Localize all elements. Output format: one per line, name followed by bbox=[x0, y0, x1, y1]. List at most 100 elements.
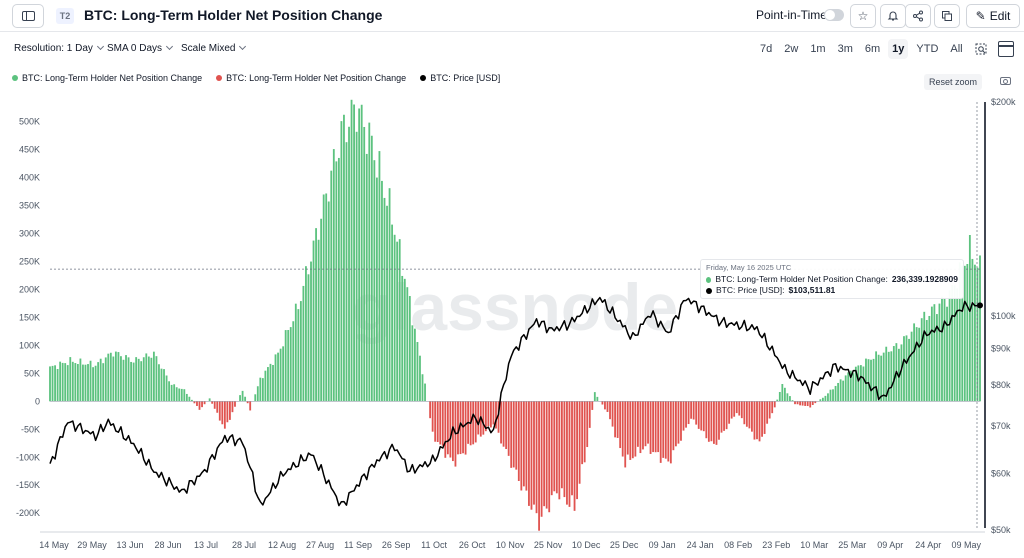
positive-bar bbox=[821, 397, 824, 402]
range-6m-button[interactable]: 6m bbox=[864, 43, 881, 55]
negative-bar bbox=[695, 401, 698, 425]
legend-item-price[interactable]: BTC: Price [USD] bbox=[420, 73, 500, 83]
positive-bar bbox=[859, 365, 862, 402]
calendar-button[interactable] bbox=[998, 41, 1014, 57]
positive-bar bbox=[593, 392, 596, 402]
negative-bar bbox=[441, 401, 444, 446]
range-3m-button[interactable]: 3m bbox=[837, 43, 853, 55]
favorite-button[interactable]: ☆ bbox=[850, 4, 876, 28]
negative-bar bbox=[652, 401, 655, 453]
duplicate-button[interactable] bbox=[934, 4, 960, 28]
left-axis-tick-label: 450K bbox=[19, 145, 40, 155]
positive-bar bbox=[936, 314, 938, 402]
point-in-time-toggle[interactable] bbox=[824, 9, 844, 21]
positive-bar bbox=[396, 241, 399, 402]
time-range-selector: 7d 2w 1m 3m 6m 1y YTD All bbox=[756, 39, 995, 59]
resolution-select[interactable]: Resolution: 1 Day bbox=[14, 42, 104, 54]
positive-bar bbox=[160, 368, 163, 402]
positive-bar bbox=[82, 364, 84, 402]
negative-bar bbox=[636, 401, 639, 447]
negative-bar bbox=[799, 401, 801, 406]
positive-bar bbox=[908, 338, 910, 402]
positive-bar bbox=[819, 399, 822, 402]
x-axis-tick-label: 12 Aug bbox=[268, 540, 296, 550]
positive-bar bbox=[155, 356, 158, 402]
negative-bar bbox=[434, 401, 437, 442]
sidebar-toggle-button[interactable] bbox=[12, 4, 44, 28]
positive-bar bbox=[152, 351, 155, 402]
negative-bar bbox=[218, 401, 221, 421]
positive-bar bbox=[244, 396, 247, 402]
positive-bar bbox=[208, 398, 211, 402]
positive-bar bbox=[968, 235, 971, 402]
positive-bar bbox=[951, 285, 954, 402]
positive-bar bbox=[905, 335, 908, 402]
negative-bar bbox=[735, 401, 738, 414]
chart-area[interactable]: glassnode -200K -150K -100K -50K 0 50K 100K 150… bbox=[0, 95, 1024, 558]
positive-bar bbox=[74, 363, 77, 402]
negative-bar bbox=[576, 401, 578, 500]
legend-item-positive[interactable]: BTC: Long-Term Holder Net Position Chang… bbox=[12, 73, 202, 83]
negative-bar bbox=[690, 401, 693, 419]
tooltip-npc-label: BTC: Long-Term Holder Net Position Chang… bbox=[715, 274, 888, 284]
negative-bar bbox=[715, 401, 718, 445]
positive-bar bbox=[391, 224, 394, 402]
negative-bar bbox=[687, 401, 690, 425]
zoom-select-button[interactable] bbox=[971, 39, 991, 59]
x-axis-tick-label: 26 Sep bbox=[382, 540, 411, 550]
negative-bar bbox=[766, 401, 769, 424]
negative-bar bbox=[796, 401, 799, 405]
negative-bar bbox=[436, 401, 439, 442]
negative-bar bbox=[505, 401, 508, 450]
positive-bar bbox=[125, 355, 127, 402]
scale-select[interactable]: Scale Mixed bbox=[181, 42, 247, 54]
positive-bar bbox=[102, 363, 105, 402]
positive-bar bbox=[294, 303, 297, 402]
range-1y-button[interactable]: 1y bbox=[888, 39, 909, 59]
share-icon bbox=[913, 10, 923, 22]
positive-bar bbox=[345, 142, 348, 402]
legend-label: BTC: Price [USD] bbox=[430, 73, 501, 83]
range-all-button[interactable]: All bbox=[950, 43, 963, 55]
legend-item-negative[interactable]: BTC: Long-Term Holder Net Position Chang… bbox=[216, 73, 406, 83]
positive-bar bbox=[332, 149, 335, 402]
positive-bar bbox=[923, 311, 926, 402]
positive-bar bbox=[284, 330, 287, 402]
negative-bar bbox=[669, 401, 672, 464]
range-1m-button[interactable]: 1m bbox=[810, 43, 826, 55]
sma-select[interactable]: SMA 0 Days bbox=[107, 42, 174, 54]
negative-bar bbox=[512, 401, 515, 468]
negative-bar bbox=[667, 401, 670, 462]
left-axis-tick-label: 50K bbox=[24, 368, 40, 378]
negative-bar bbox=[449, 401, 452, 458]
positive-bar bbox=[789, 396, 791, 402]
negative-bar bbox=[753, 401, 756, 440]
positive-bar bbox=[844, 375, 847, 402]
range-2w-button[interactable]: 2w bbox=[784, 43, 799, 55]
positive-bar bbox=[168, 381, 171, 402]
positive-bar bbox=[142, 357, 145, 402]
negative-bar bbox=[560, 401, 563, 489]
left-axis-tick-label: 150K bbox=[19, 312, 40, 322]
negative-bar bbox=[702, 401, 705, 432]
reset-zoom-button[interactable]: Reset zoom bbox=[924, 74, 982, 90]
positive-bar bbox=[890, 351, 893, 402]
positive-bar bbox=[870, 359, 872, 402]
positive-bar bbox=[393, 234, 396, 402]
x-axis-tick-label: 28 Jul bbox=[232, 540, 256, 550]
positive-bar bbox=[261, 378, 264, 402]
share-button[interactable] bbox=[905, 4, 931, 28]
negative-bar bbox=[198, 401, 201, 410]
range-7d-button[interactable]: 7d bbox=[760, 43, 773, 55]
export-image-button[interactable] bbox=[1000, 77, 1011, 85]
alert-button[interactable] bbox=[880, 4, 906, 28]
negative-bar bbox=[444, 401, 447, 458]
negative-bar bbox=[664, 401, 667, 459]
x-axis-tick-label: 09 Apr bbox=[877, 540, 903, 550]
edit-button[interactable]: ✎ Edit bbox=[966, 4, 1020, 28]
negative-bar bbox=[642, 401, 644, 450]
right-axis-tick-label: $50k bbox=[991, 525, 1011, 535]
positive-bar bbox=[941, 296, 943, 402]
range-ytd-button[interactable]: YTD bbox=[916, 43, 939, 55]
negative-bar bbox=[229, 401, 231, 420]
